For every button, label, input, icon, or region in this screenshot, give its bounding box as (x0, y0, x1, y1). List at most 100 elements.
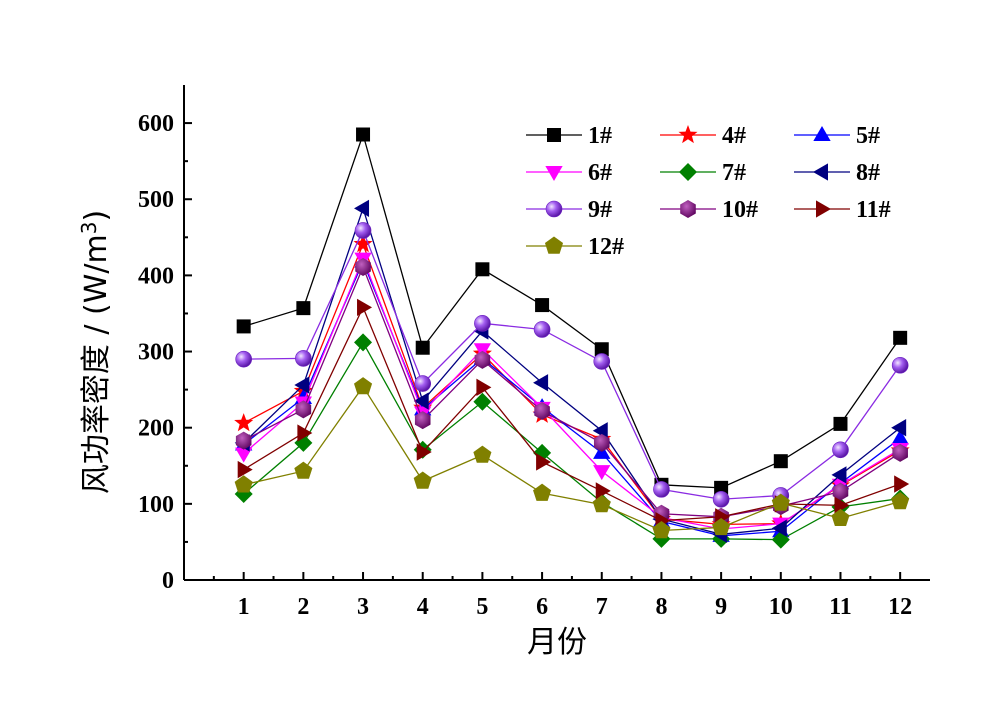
data-point (594, 342, 609, 357)
legend-entry: 5# (794, 123, 880, 149)
data-point (237, 460, 253, 479)
data-point (592, 422, 608, 440)
data-point (834, 496, 850, 515)
y-tick-label: 300 (138, 340, 174, 366)
x-tick-label: 1 (238, 594, 250, 620)
data-point (235, 431, 252, 450)
series-line (243, 132, 901, 489)
legend-label: 7# (722, 160, 746, 186)
data-point (712, 490, 730, 508)
y-axis-title-close: ) (79, 210, 114, 222)
data-point (355, 258, 371, 277)
y-tick-label: 0 (162, 568, 174, 594)
data-point (294, 461, 313, 479)
data-point (356, 127, 371, 142)
series-6 (234, 199, 907, 543)
data-point (414, 375, 432, 392)
data-point (413, 392, 429, 410)
data-point (473, 392, 492, 411)
x-tick-label: 4 (417, 594, 429, 620)
series-1 (236, 127, 908, 495)
data-point (773, 454, 788, 469)
data-point (354, 333, 373, 352)
data-point (295, 400, 312, 419)
legend-entry: 7# (660, 160, 746, 186)
x-tick-label: 3 (357, 594, 369, 620)
series-line (243, 242, 901, 526)
data-point (712, 517, 731, 536)
data-point (892, 443, 908, 462)
data-point (354, 199, 370, 218)
data-point (236, 319, 251, 334)
data-point (894, 475, 910, 493)
x-tick-label: 7 (596, 594, 608, 620)
data-point (354, 222, 372, 239)
data-point (414, 411, 431, 430)
data-point (653, 481, 670, 498)
data-point (533, 321, 551, 338)
data-point (234, 475, 253, 493)
data-point (593, 353, 611, 370)
x-axis-title: 月份 (527, 625, 587, 660)
data-point (413, 471, 432, 489)
data-point (832, 482, 849, 501)
data-point (415, 340, 430, 355)
data-point (296, 301, 311, 316)
data-point (475, 262, 490, 277)
series-line (243, 305, 901, 522)
legend-marker (545, 200, 563, 218)
data-point (533, 374, 549, 392)
data-point (536, 453, 552, 471)
series-2 (234, 234, 910, 533)
data-point (831, 466, 847, 484)
data-point (416, 443, 432, 461)
legend-label: 8# (856, 160, 880, 186)
data-point (533, 483, 552, 501)
data-point (831, 508, 850, 526)
data-point (534, 401, 550, 420)
data-point (297, 424, 313, 442)
legend-entry: 1# (526, 123, 612, 149)
series-4 (235, 252, 909, 538)
data-point (473, 445, 492, 463)
series-7 (235, 222, 909, 508)
data-point (592, 495, 611, 513)
series-9 (237, 298, 910, 530)
legend-label: 9# (588, 197, 612, 223)
series-layer (234, 127, 910, 549)
data-point (893, 330, 908, 345)
legend-marker (816, 200, 831, 218)
legend-marker (813, 163, 828, 181)
y-tick-label: 100 (138, 492, 174, 518)
y-axis-title-superscript: 3 (77, 222, 101, 235)
data-point (354, 377, 373, 395)
data-point (474, 315, 491, 332)
data-point (294, 376, 310, 394)
data-point (833, 416, 848, 431)
legend-entry: 10# (660, 197, 758, 223)
y-axis-title: 风功率密度 / (W/m3) (77, 210, 114, 494)
y-axis-title-main: 风功率密度 / (W/m (79, 234, 114, 494)
data-point (353, 234, 373, 253)
data-point (235, 350, 252, 368)
data-point (593, 433, 610, 452)
data-point (595, 482, 611, 500)
legend-marker (680, 200, 696, 218)
data-point (771, 493, 790, 511)
x-tick-label: 2 (297, 594, 309, 620)
legend-entry: 9# (526, 197, 612, 223)
series-line (243, 260, 901, 537)
y-tick-label: 200 (138, 416, 174, 442)
data-point (832, 441, 849, 459)
data-point (235, 447, 253, 463)
data-point (234, 413, 254, 432)
x-tick-label: 6 (536, 594, 548, 620)
data-point (473, 343, 492, 359)
data-point (474, 350, 491, 369)
series-10 (234, 377, 910, 539)
data-point (295, 350, 312, 367)
x-tick-label: 10 (769, 594, 793, 620)
